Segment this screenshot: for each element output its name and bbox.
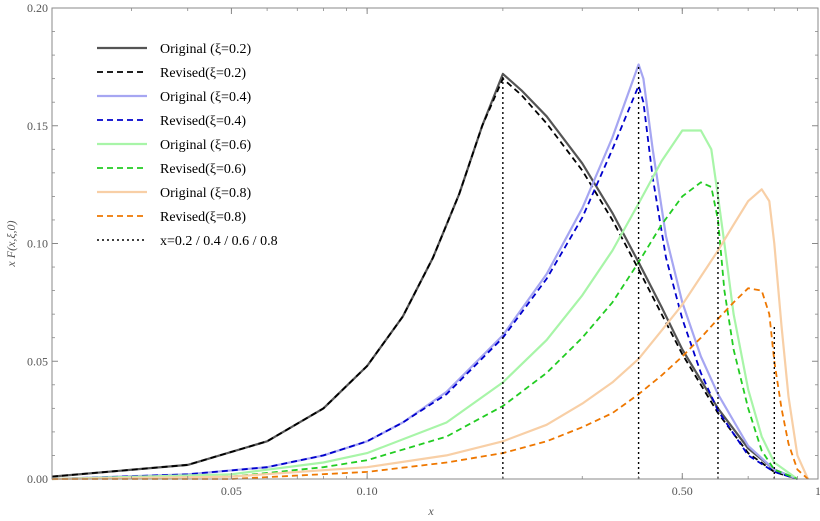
axes: 0.05 0.10 0.50 1 0.00 0.05 0.10 0.15 0.20 x x F(x,…	[4, 1, 820, 518]
legend-label-7: Revised(ξ=0.8)	[160, 210, 246, 225]
y-tick-label: 0.05	[27, 354, 48, 368]
series-line-6	[51, 188, 810, 481]
y-tick-label: 0.00	[27, 472, 48, 486]
legend-label-2: Original (ξ=0.4)	[160, 90, 251, 105]
y-axis-label: x F(x,ξ,0)	[4, 220, 18, 267]
x-tick-label: 0.05	[221, 484, 242, 498]
legend-label-1: Revised(ξ=0.2)	[160, 66, 246, 81]
y-tick-label: 0.20	[27, 1, 48, 15]
x-axis-label: x	[427, 504, 434, 518]
legend-label-8: x=0.2 / 0.4 / 0.6 / 0.8	[160, 234, 278, 249]
x-tick-label: 0.50	[672, 484, 693, 498]
series-line-2	[51, 63, 798, 481]
reference-lines	[502, 66, 776, 479]
x-tick-label: 0.10	[357, 484, 378, 498]
legend-label-3: Revised(ξ=0.4)	[160, 114, 246, 129]
legend: Original (ξ=0.2) Revised(ξ=0.2) Original (…	[97, 42, 278, 249]
series-layer	[51, 63, 810, 481]
legend-label-6: Original (ξ=0.8)	[160, 186, 251, 201]
series-line-0	[51, 72, 798, 481]
legend-label-4: Original (ξ=0.6)	[160, 138, 251, 153]
series-line-7	[52, 287, 809, 480]
legend-label-5: Revised(ξ=0.6)	[160, 162, 246, 177]
y-tick-label: 0.15	[27, 119, 48, 133]
x-tick-label: 1	[815, 484, 820, 498]
series-line-4	[51, 129, 799, 481]
series-line-3	[51, 84, 798, 480]
legend-label-0: Original (ξ=0.2)	[160, 42, 251, 57]
series-line-1	[51, 77, 798, 480]
series-line-5	[51, 181, 798, 480]
y-tick-label: 0.10	[27, 237, 48, 251]
